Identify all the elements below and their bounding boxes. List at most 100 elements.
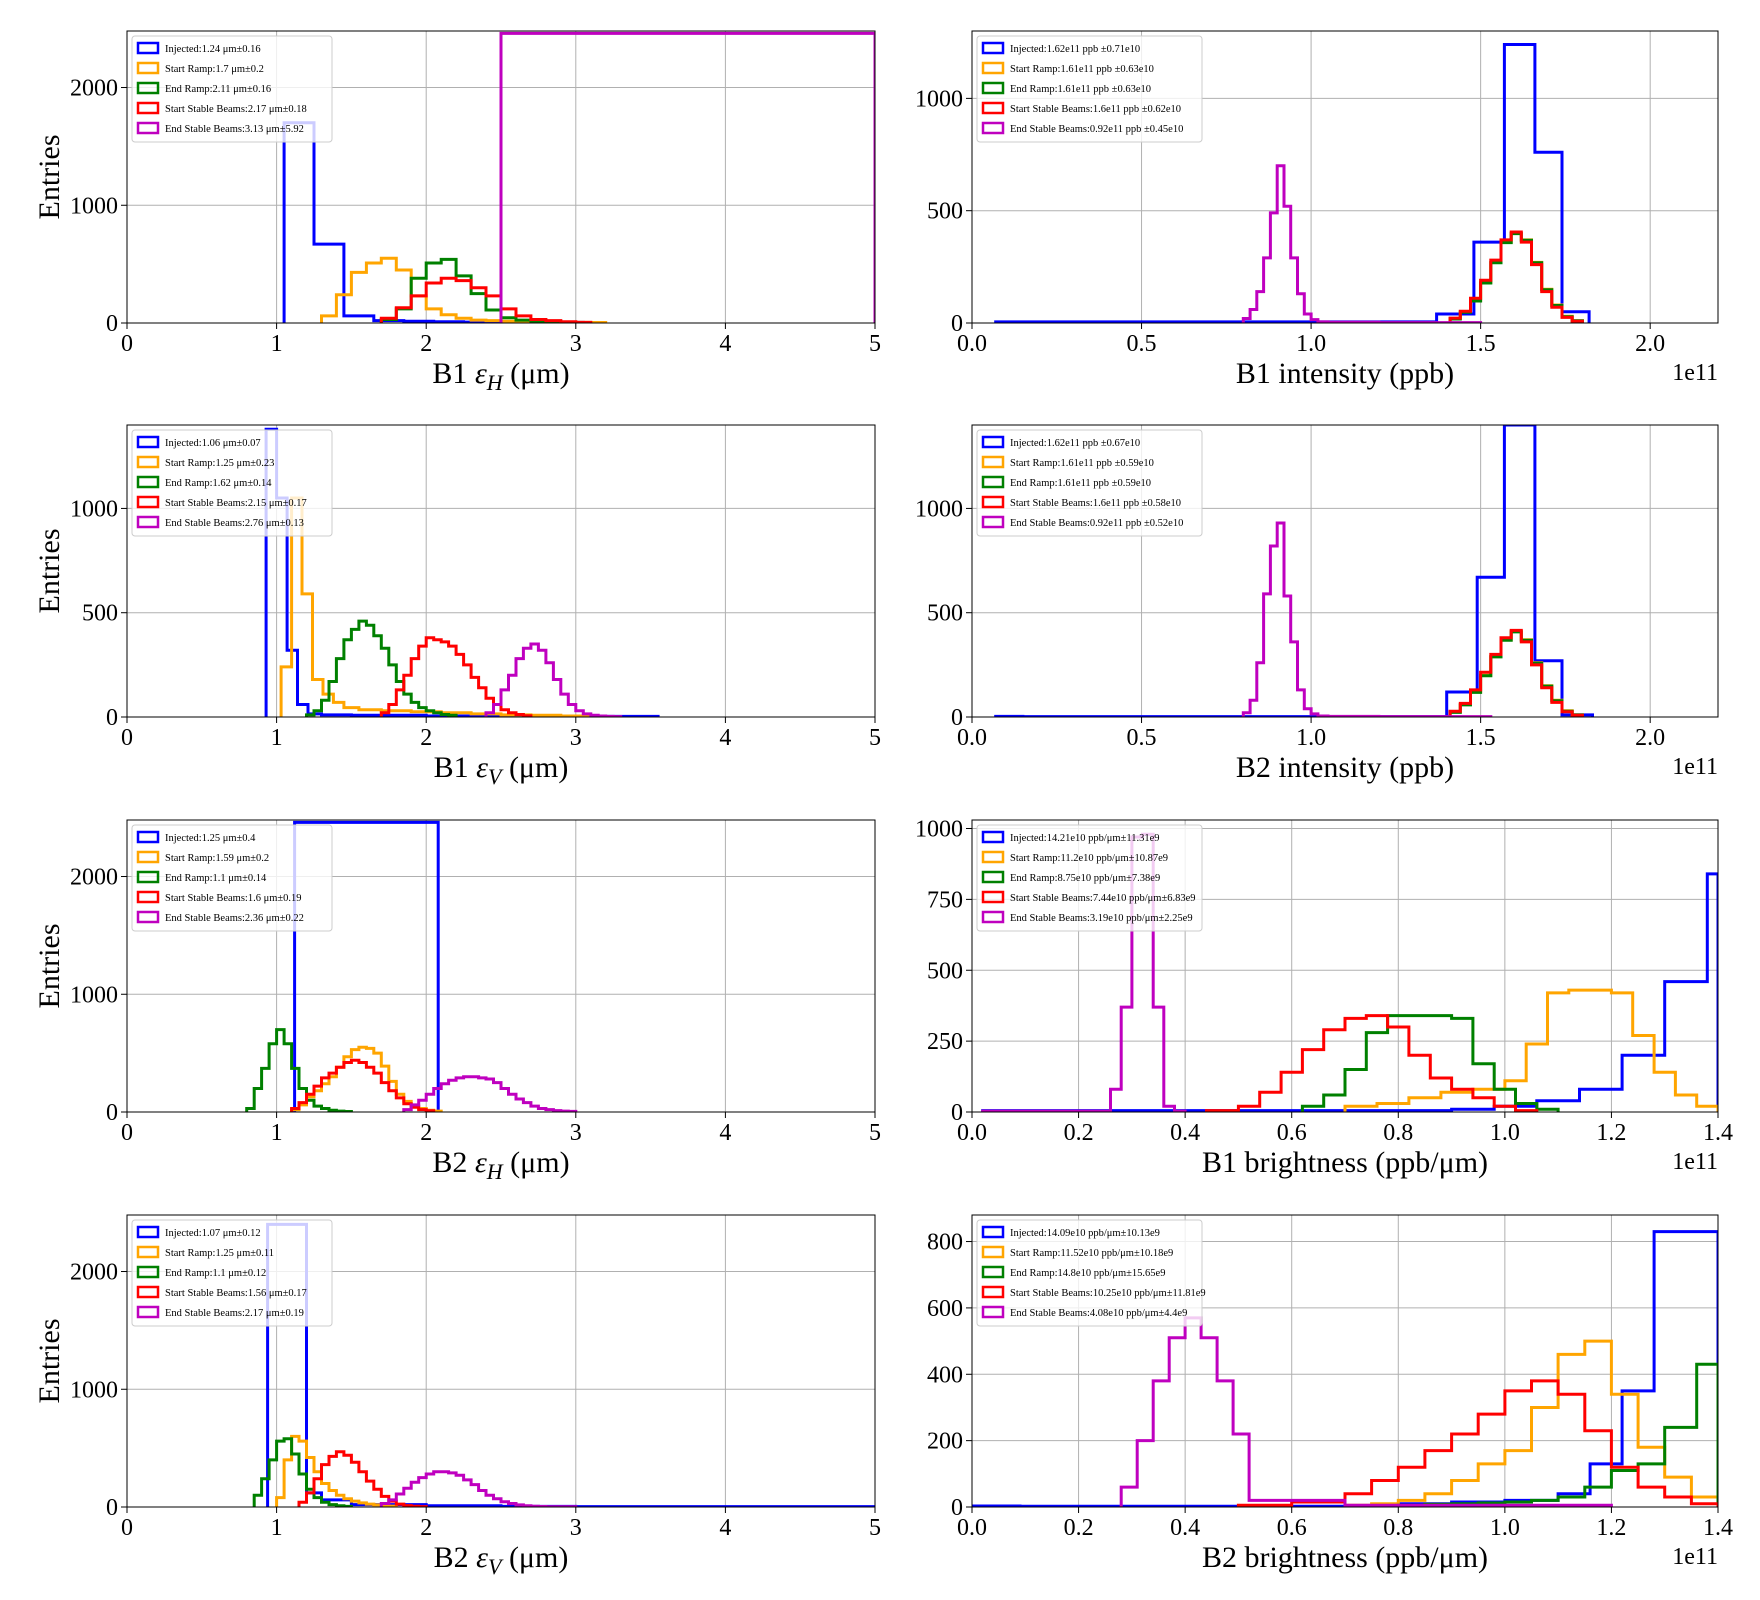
y-tick-label: 0 xyxy=(951,1495,963,1521)
y-tick-label: 1000 xyxy=(70,1377,118,1403)
y-tick-label: 0 xyxy=(106,1100,118,1126)
x-tick-label: 1.2 xyxy=(1596,1120,1626,1146)
legend-swatch xyxy=(136,61,160,75)
y-tick-label: 0 xyxy=(106,311,118,337)
legend-swatch xyxy=(136,1245,160,1259)
panel-3: 0 1 2 3 4 5 0 500 1000 Injected:1.06 μm±0.07 Start… xyxy=(33,424,881,789)
legend-entry: End Ramp:1.1 μm±0.14 xyxy=(165,873,267,884)
legend-swatch xyxy=(981,515,1005,529)
legend-entry: End Ramp:1.62 μm±0.14 xyxy=(165,478,272,489)
x-tick-label: 3 xyxy=(570,331,582,357)
x-axis-label: B2 intensity (ppb) xyxy=(1236,751,1454,784)
histogram-series xyxy=(1448,230,1584,323)
legend-box xyxy=(131,429,333,537)
legend-box xyxy=(131,35,333,143)
legend-box xyxy=(976,824,1203,932)
x-tick-label: 4 xyxy=(719,1515,731,1541)
legend: Injected:14.21e10 ppb/μm±11.31e9 Start Ra… xyxy=(976,824,1203,932)
legend-box xyxy=(131,1219,333,1327)
y-tick-label: 0 xyxy=(951,1100,963,1126)
x-tick-label: 0 xyxy=(121,331,133,357)
legend-entry: Start Stable Beams:2.17 μm±0.18 xyxy=(165,104,307,115)
y-axis-label: Entries xyxy=(33,529,66,614)
x-tick-label: 2 xyxy=(420,1515,432,1541)
legend: Injected:1.62e11 ppb ±0.71e10 Start Ramp:… xyxy=(976,35,1203,143)
x-tick-label: 0.4 xyxy=(1170,1515,1200,1541)
histogram-series xyxy=(1241,164,1483,323)
histogram-series xyxy=(379,276,593,323)
legend-swatch xyxy=(136,515,160,529)
legend-entry: End Stable Beams:2.17 μm±0.19 xyxy=(165,1308,304,1319)
x-axis-label: B1 brightness (ppb/μm) xyxy=(1202,1146,1488,1179)
legend-entry: End Ramp:8.75e10 ppb/μm±7.38e9 xyxy=(1010,873,1160,884)
histogram-series xyxy=(1343,988,1718,1112)
x-tick-label: 2 xyxy=(420,725,432,751)
legend-entry: Start Ramp:1.59 μm±0.2 xyxy=(165,853,269,864)
x-tick-label: 1.4 xyxy=(1703,1120,1733,1146)
legend-entry: End Ramp:1.61e11 ppb ±0.59e10 xyxy=(1010,478,1151,489)
x-tick-label: 0.2 xyxy=(1064,1515,1094,1541)
legend-entry: Injected:1.24 μm±0.16 xyxy=(165,44,261,55)
plot-frame xyxy=(126,424,876,718)
y-tick-label: 500 xyxy=(927,601,963,627)
x-axis-label: B2 brightness (ppb/μm) xyxy=(1202,1541,1488,1574)
x-tick-label: 0 xyxy=(121,1120,133,1146)
y-tick-label: 1000 xyxy=(915,86,963,112)
histogram-series xyxy=(1343,1339,1718,1507)
legend-entry: Start Stable Beams:1.6e11 ppb ±0.58e10 xyxy=(1010,498,1181,509)
legend-swatch xyxy=(136,81,160,95)
x-tick-label: 0.6 xyxy=(1277,1515,1307,1541)
x-tick-label: 1.0 xyxy=(1490,1120,1520,1146)
y-tick-label: 0 xyxy=(106,1495,118,1521)
y-tick-label: 2000 xyxy=(70,1260,118,1286)
histogram-series xyxy=(499,31,875,323)
x-tick-label: 2 xyxy=(420,1120,432,1146)
x-offset-label: 1e11 xyxy=(1672,754,1718,780)
y-axis-label: Entries xyxy=(33,924,66,1009)
histogram-series xyxy=(402,1075,578,1112)
legend-entry: Start Ramp:1.61e11 ppb ±0.63e10 xyxy=(1010,64,1154,75)
y-tick-label: 2000 xyxy=(70,865,118,891)
histogram-series xyxy=(379,1470,578,1507)
x-tick-label: 5 xyxy=(869,725,881,751)
legend-entry: End Ramp:1.1 μm±0.12 xyxy=(165,1268,266,1279)
legend: Injected:1.07 μm±0.12 Start Ramp:1.25 μm±… xyxy=(131,1219,333,1327)
x-tick-label: 0.0 xyxy=(957,331,987,357)
histogram-series xyxy=(379,636,533,717)
legend-entry: Start Ramp:1.25 μm±0.11 xyxy=(165,1248,274,1259)
histogram-series xyxy=(1300,1014,1560,1112)
histogram-series xyxy=(1205,1014,1539,1112)
y-tick-label: 1000 xyxy=(70,496,118,522)
x-tick-label: 1.4 xyxy=(1703,1515,1733,1541)
y-tick-label: 1000 xyxy=(915,496,963,522)
legend-swatch xyxy=(136,870,160,884)
legend-entry: Injected:1.62e11 ppb ±0.67e10 xyxy=(1010,438,1140,449)
legend-entry: Injected:14.09e10 ppb/μm±10.13e9 xyxy=(1010,1228,1160,1239)
x-tick-label: 0.5 xyxy=(1127,725,1157,751)
legend-entry: Injected:1.07 μm±0.12 xyxy=(165,1228,261,1239)
legend-entry: End Stable Beams:3.13 μm±5.92 xyxy=(165,124,304,135)
legend-entry: End Stable Beams:0.92e11 ppb ±0.52e10 xyxy=(1010,518,1183,529)
plot-frame xyxy=(971,1214,1719,1508)
x-tick-label: 3 xyxy=(570,725,582,751)
legend-box xyxy=(976,429,1203,537)
legend-swatch xyxy=(136,475,160,489)
x-tick-label: 0.4 xyxy=(1170,1120,1200,1146)
y-tick-label: 0 xyxy=(951,705,963,731)
histogram-series xyxy=(1241,521,1493,717)
legend-swatch xyxy=(981,1245,1005,1259)
legend-swatch xyxy=(136,850,160,864)
x-tick-label: 5 xyxy=(869,1515,881,1541)
legend-swatch xyxy=(136,910,160,924)
y-tick-label: 2000 xyxy=(70,76,118,102)
x-axis-label: B2 εV (μm) xyxy=(434,1541,569,1579)
y-tick-label: 0 xyxy=(106,705,118,731)
legend-swatch xyxy=(136,1285,160,1299)
panel-5: 0 1 2 3 4 5 0 1000 2000 Injected:1.25 μm±0.4 Start… xyxy=(33,819,881,1184)
legend-entry: Start Stable Beams:7.44e10 ppb/μm±6.83e9 xyxy=(1010,893,1196,904)
legend: Injected:1.06 μm±0.07 Start Ramp:1.25 μm±… xyxy=(131,429,333,537)
legend-box xyxy=(976,1219,1203,1327)
y-tick-label: 1000 xyxy=(915,817,963,843)
legend-swatch xyxy=(981,1285,1005,1299)
legend-entry: Start Stable Beams:1.6 μm±0.19 xyxy=(165,893,302,904)
